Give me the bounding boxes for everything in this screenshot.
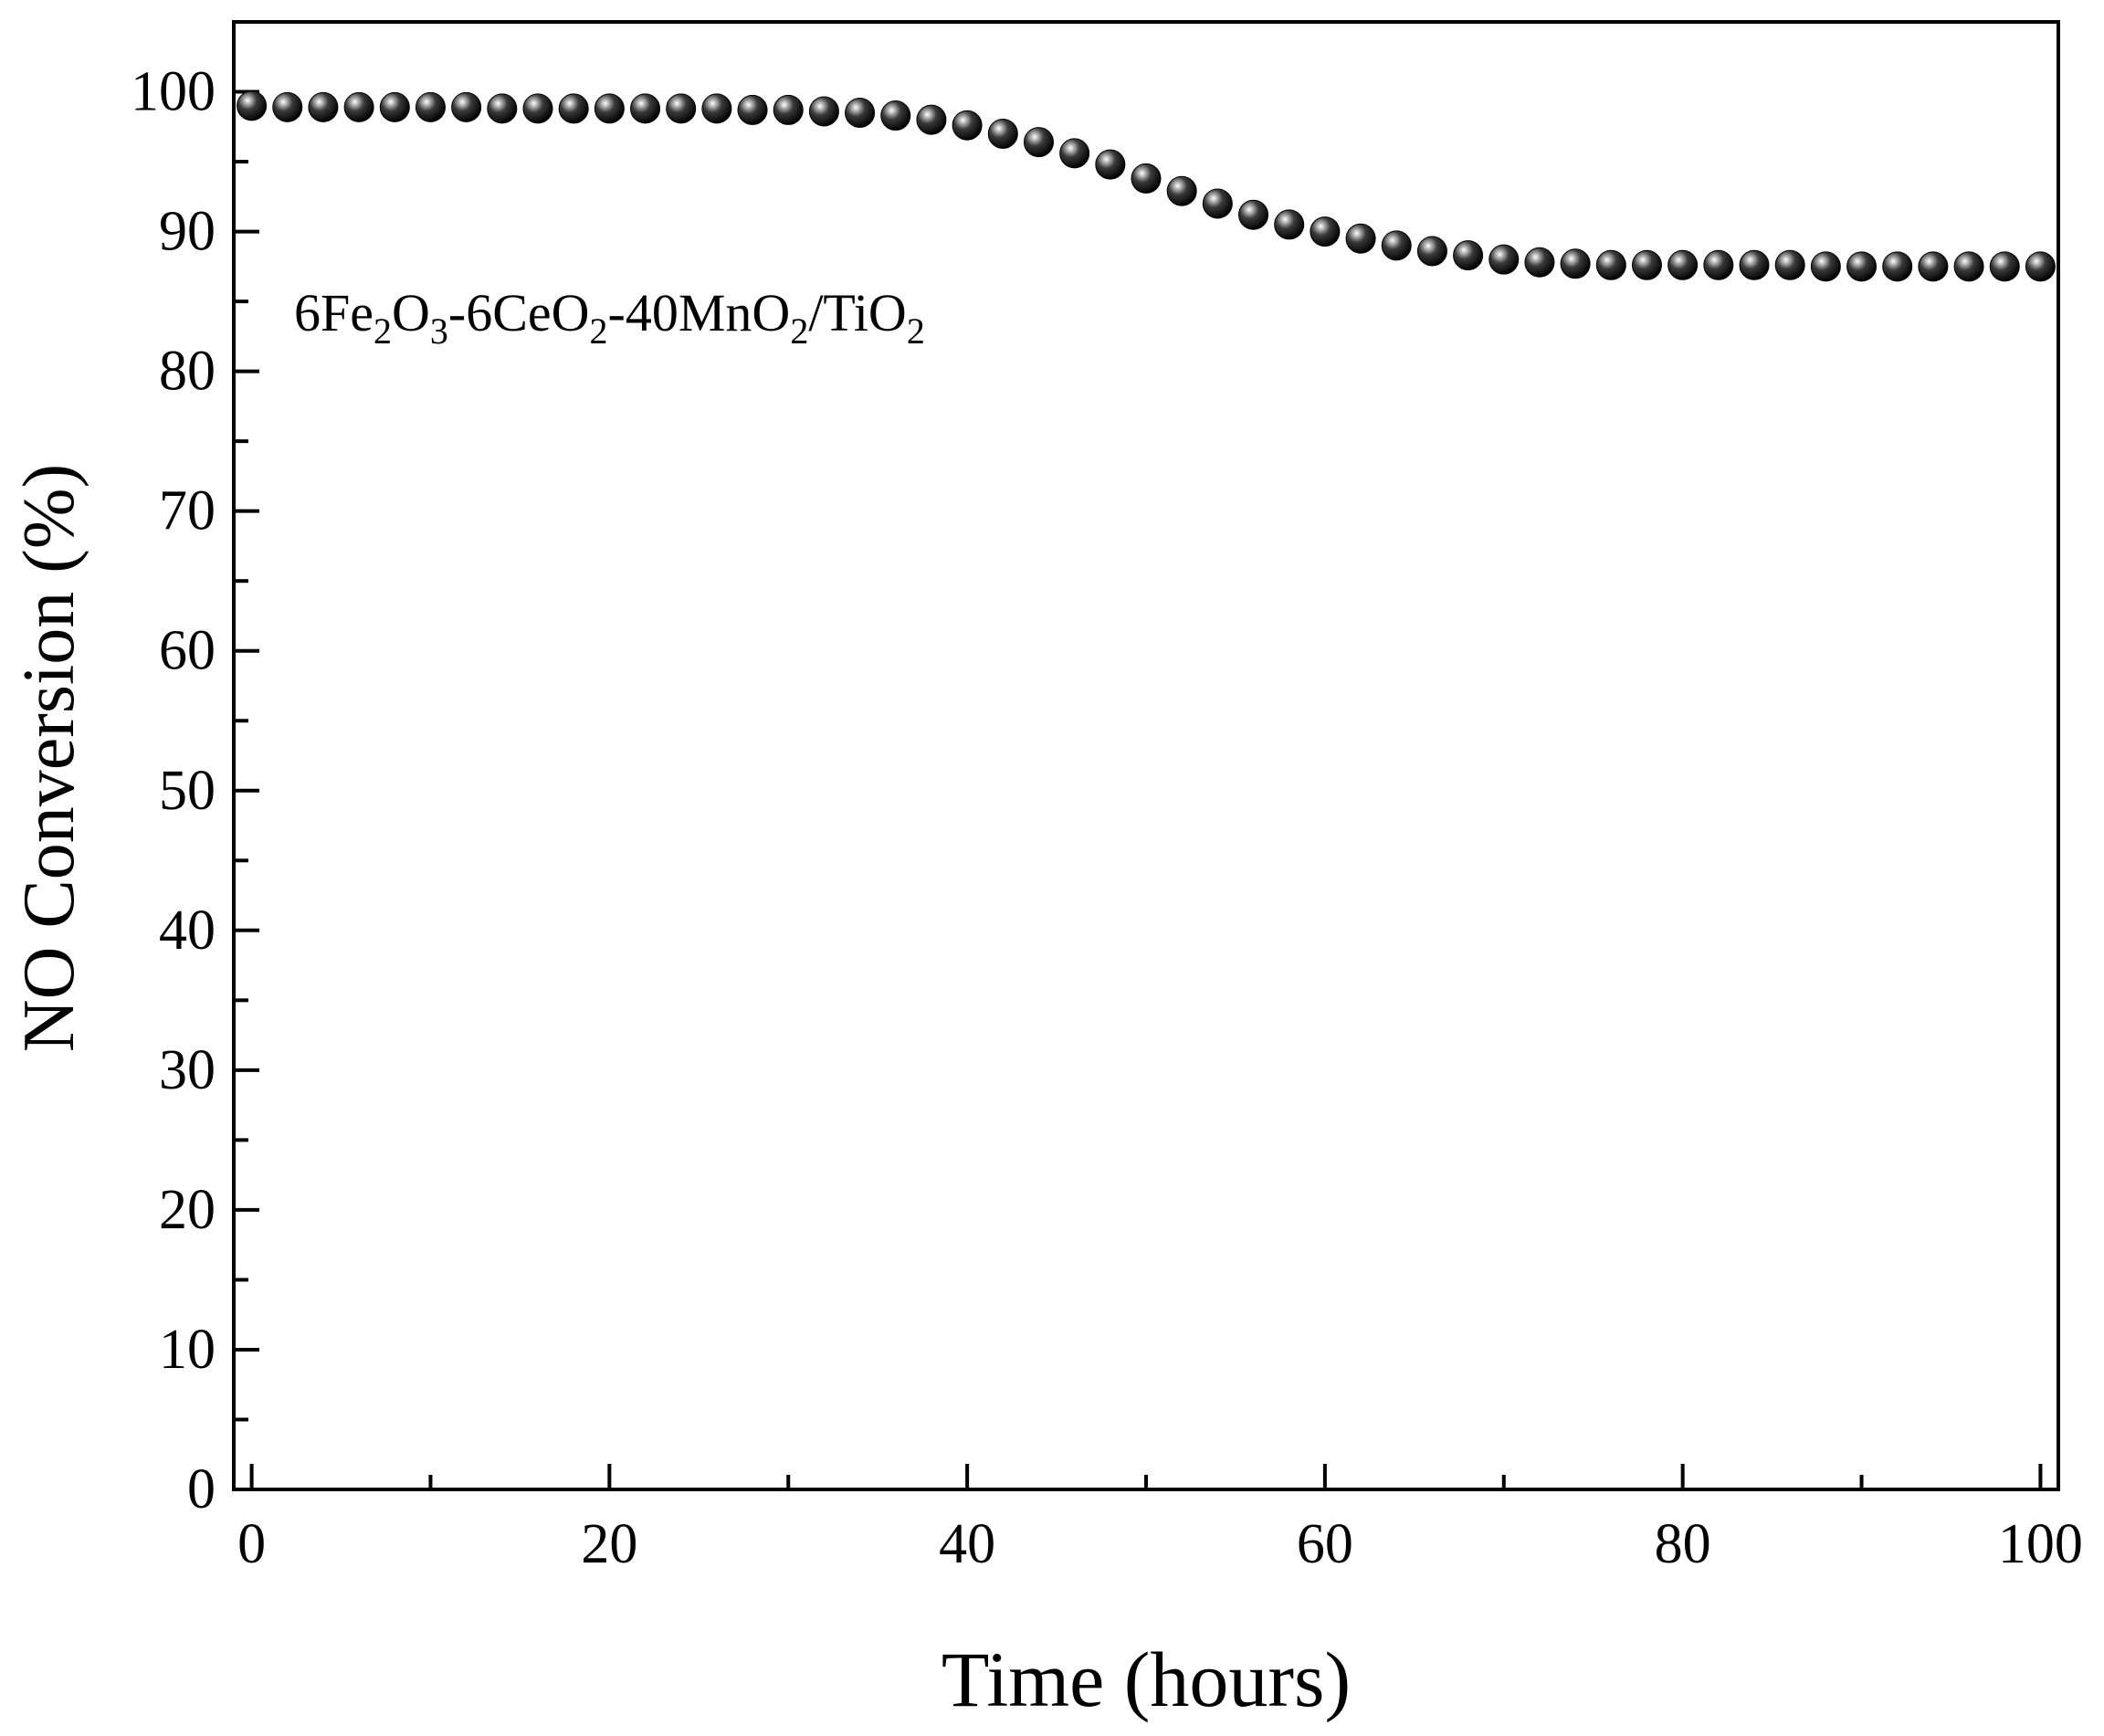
data-point (845, 97, 876, 128)
x-tick-label: 20 (581, 1513, 637, 1575)
y-tick-label: 60 (159, 620, 216, 682)
data-point (1131, 163, 1162, 194)
y-tick-label: 70 (159, 480, 216, 542)
annotation-subscript: 3 (430, 310, 448, 352)
y-tick-label: 30 (159, 1039, 216, 1101)
data-point (343, 91, 374, 122)
data-point (880, 100, 911, 132)
data-point (522, 93, 553, 124)
ticks (234, 89, 2043, 1491)
data-point (1310, 216, 1341, 247)
data-point (558, 93, 589, 124)
data-point (1667, 249, 1699, 280)
data-point (1703, 249, 1734, 280)
y-tick-label: 10 (159, 1319, 216, 1381)
annotation-subscript: 2 (907, 310, 925, 352)
data-point (1416, 236, 1447, 267)
data-point (1953, 251, 1984, 282)
data-point (701, 93, 732, 124)
data-point (666, 93, 697, 124)
data-point (1202, 188, 1233, 219)
x-tick-label: 40 (939, 1513, 995, 1575)
data-point (1810, 251, 1841, 282)
x-tick-label: 80 (1655, 1513, 1711, 1575)
data-point (1095, 149, 1126, 180)
data-point (1274, 209, 1305, 240)
chart-annotation: 6Fe2O3-6CeO2-40MnO2/TiO2 (294, 283, 925, 352)
data-point (916, 104, 947, 135)
data-point (451, 91, 482, 122)
data-point (1023, 127, 1054, 158)
data-point (415, 91, 446, 122)
data-point (1918, 251, 1949, 282)
y-tick-label: 0 (187, 1458, 216, 1520)
annotation-text: -6CeO (448, 283, 590, 342)
annotation-subscript: 2 (790, 310, 808, 352)
data-point (272, 91, 303, 122)
data-point (379, 91, 410, 122)
data-markers (237, 90, 2056, 282)
tick-labels: 0 20 40 60 80 100 0 10 20 30 40 50 60 70 80 90 100 (131, 61, 2083, 1575)
data-point (1631, 249, 1662, 280)
y-tick-label: 20 (159, 1179, 216, 1241)
data-point (630, 93, 661, 124)
data-point (1345, 223, 1376, 254)
plot-frame (232, 20, 2060, 1491)
data-point (1595, 249, 1626, 280)
y-tick-label: 40 (159, 900, 216, 962)
data-point (487, 93, 518, 124)
data-point (987, 118, 1018, 149)
data-point (1739, 249, 1770, 280)
annotation-subscript: 2 (373, 310, 392, 352)
annotation-text: 6Fe (294, 283, 373, 342)
data-point (1453, 240, 1484, 271)
data-point (1524, 247, 1555, 278)
data-point (1882, 251, 1913, 282)
annotation-text: /TiO (808, 283, 907, 342)
data-point (308, 91, 339, 122)
data-point (237, 90, 268, 121)
x-tick-label: 0 (237, 1513, 266, 1575)
y-tick-label: 100 (131, 61, 216, 123)
data-point (1059, 138, 1090, 169)
annotation-subscript: 2 (590, 310, 608, 352)
y-tick-label: 80 (159, 341, 216, 403)
data-point (1166, 175, 1197, 206)
annotation-text: -40MnO (608, 283, 791, 342)
data-point (1989, 251, 2020, 282)
data-point (952, 110, 983, 141)
x-axis-title: Time (hours) (942, 1636, 1351, 1723)
annotation-text: O (392, 283, 430, 342)
data-point (1381, 230, 1412, 261)
data-point (2025, 251, 2056, 282)
data-point (773, 94, 804, 125)
x-tick-label: 60 (1297, 1513, 1353, 1575)
data-point (1774, 249, 1805, 280)
y-axis-title: NO Conversion (%) (9, 464, 89, 1052)
data-point (1238, 199, 1269, 230)
y-tick-label: 50 (159, 760, 216, 822)
data-point (737, 94, 768, 125)
data-point (1489, 244, 1520, 275)
data-point (1846, 251, 1878, 282)
x-tick-label: 100 (1998, 1513, 2083, 1575)
data-point (1560, 248, 1591, 279)
data-point (594, 93, 625, 124)
y-tick-label: 90 (159, 201, 216, 263)
data-point (808, 96, 839, 127)
